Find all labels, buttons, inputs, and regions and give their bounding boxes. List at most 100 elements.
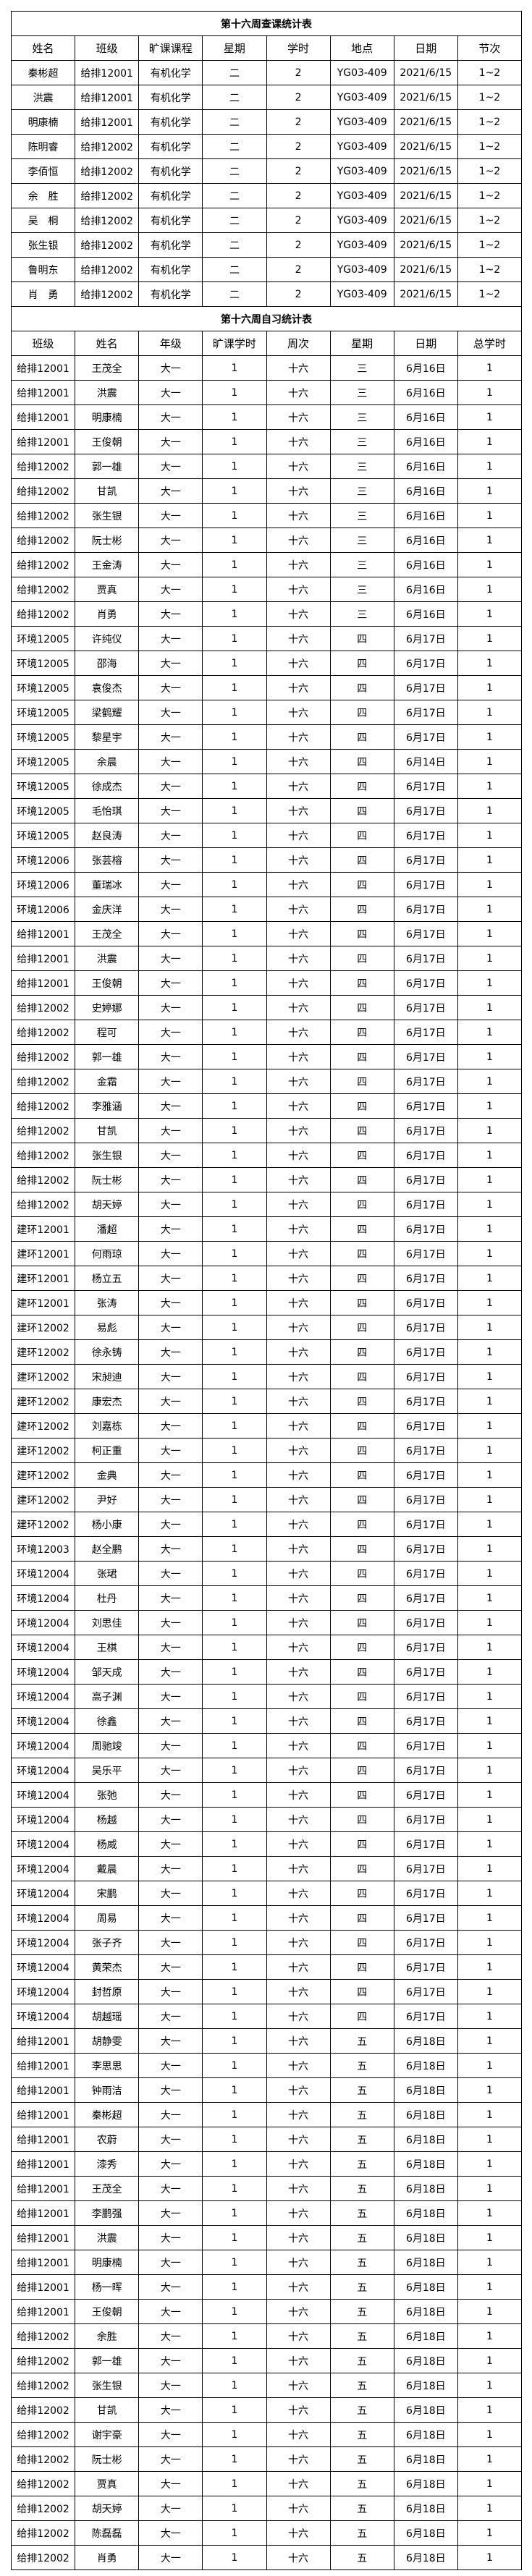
table-cell: 金庆洋 [75,897,140,922]
table-cell: 1 [202,1905,267,1931]
column-header: 日期 [393,331,458,356]
table-cell: 1 [202,1389,267,1414]
table-cell: 大一 [138,1413,203,1439]
table-cell: 1 [457,2028,523,2054]
table-cell: 潘超 [75,1216,140,1242]
table-cell: 1 [202,2496,267,2521]
header-row: 班级 姓名 年级 旷课学时 周次 星期 日期 总学时 [10,331,523,356]
table-cell: 1 [202,1044,267,1069]
table-cell: 1 [202,429,267,454]
table-cell: 余晨 [75,749,140,774]
table-cell: 6月17日 [393,946,458,971]
table-cell: 大一 [138,454,203,479]
table-cell: 许纯仪 [75,626,140,651]
table-cell: 四 [329,970,394,996]
table-cell: 五 [329,2151,394,2177]
table-cell: 四 [329,1954,394,1980]
table-cell: 1 [457,1635,523,1660]
table-cell: 2021/6/15 [393,183,458,208]
table-cell: 四 [329,1290,394,1315]
table-cell: 1 [457,847,523,873]
table-cell: 1 [457,2299,523,2324]
table-cell: 二 [202,134,267,159]
table-cell: 6月16日 [393,380,458,405]
table-row: 给排12002 张生银 大一 1 十六三 6月16日 1 [10,503,523,528]
table-cell: 大一 [138,1561,203,1586]
table-row: 环境12006 金庆洋 大一 1 十六四 6月17日 1 [10,897,523,922]
table-cell: 1 [202,749,267,774]
table-cell: 6月18日 [393,2225,458,2250]
table-cell: 1 [202,1143,267,1168]
table-title-row: 第十六周自习统计表 [11,306,522,331]
table-cell: 6月17日 [393,1315,458,1340]
table-cell: 1 [202,528,267,553]
table-cell: 五 [329,2102,394,2127]
table-cell: 杨一晖 [75,2274,140,2300]
table-cell: 大一 [138,429,203,454]
table-cell: 四 [329,724,394,750]
table-cell: 6月17日 [393,1856,458,1881]
table-cell: 6月17日 [393,1758,458,1783]
table-cell: 6月18日 [393,2176,458,2201]
table-cell: 四 [329,1241,394,1266]
table-cell: 十六 [266,1389,331,1414]
table-cell: 大一 [138,1315,203,1340]
table-cell: 给排12002 [75,208,140,233]
table-cell: 肖勇 [75,601,140,627]
table-row: 给排12002 阮士彬 大一 1 十六五 6月18日 1 [10,2446,523,2472]
table-cell: 王俊朝 [75,970,140,996]
table-cell: 大一 [138,2422,203,2447]
table-cell: 1 [202,774,267,799]
table-cell: 大一 [138,1536,203,1562]
table-cell: 四 [329,1512,394,1537]
table-title-row: 第十六周查课统计表 [11,11,522,36]
table-cell: 周驰竣 [75,1733,140,1758]
table-cell: 给排12002 [75,134,140,159]
table-cell: 十六 [266,380,331,405]
table-cell: 十六 [266,872,331,897]
table-cell: 2 [266,134,331,159]
table-cell: 大一 [138,1487,203,1512]
table-cell: 1 [202,2053,267,2078]
table-cell: 吴乐平 [75,1758,140,1783]
table-cell: 6月16日 [393,577,458,602]
table-cell: 张芸榕 [75,847,140,873]
table-cell: 大一 [138,946,203,971]
table-cell: 6月16日 [393,355,458,381]
table-cell: 二 [202,60,267,85]
table-cell: 二 [202,257,267,282]
table-cell: 十六 [266,1536,331,1562]
table-cell: 6月16日 [393,478,458,504]
table-cell: 1 [202,577,267,602]
table-cell: 大一 [138,2077,203,2103]
table-row: 张生银 给排12002 有机化学二 2 YG03-409 2021/6/15 1~2 [10,232,523,258]
table-cell: 2021/6/15 [393,134,458,159]
table-row: 给排12001 洪震 大一 1 十六五 6月18日 1 [10,2225,523,2250]
table-cell: 鲁明东 [10,257,76,282]
table-cell: 1~2 [457,257,523,282]
table-cell: 张生银 [75,503,140,528]
table-cell: 给排12002 [10,1044,76,1069]
table-cell: 1 [202,380,267,405]
table-cell: 十六 [266,2348,331,2373]
table-cell: 1 [457,1093,523,1119]
table-cell: 6月17日 [393,1807,458,1832]
table-cell: 胡天婷 [75,1192,140,1217]
table-cell: 四 [329,1216,394,1242]
table-cell: 大一 [138,1438,203,1463]
table-cell: 四 [329,823,394,848]
table-cell: 郭一雄 [75,2348,140,2373]
table-cell: 大一 [138,1930,203,1955]
table-cell: 1 [457,675,523,700]
table-cell: 给排12001 [10,921,76,946]
table-cell: 1 [202,1413,267,1439]
table-cell: 1 [457,2348,523,2373]
table-cell: 给排12001 [75,109,140,135]
table-cell: 环境12004 [10,1610,76,1635]
table-cell: 十六 [266,2299,331,2324]
table-cell: 十六 [266,601,331,627]
table-row: 给排12001 洪震 大一 1 十六三 6月16日 1 [10,380,523,405]
table-cell: 十六 [266,503,331,528]
table-cell: 6月17日 [393,1954,458,1980]
table-cell: 四 [329,1413,394,1439]
